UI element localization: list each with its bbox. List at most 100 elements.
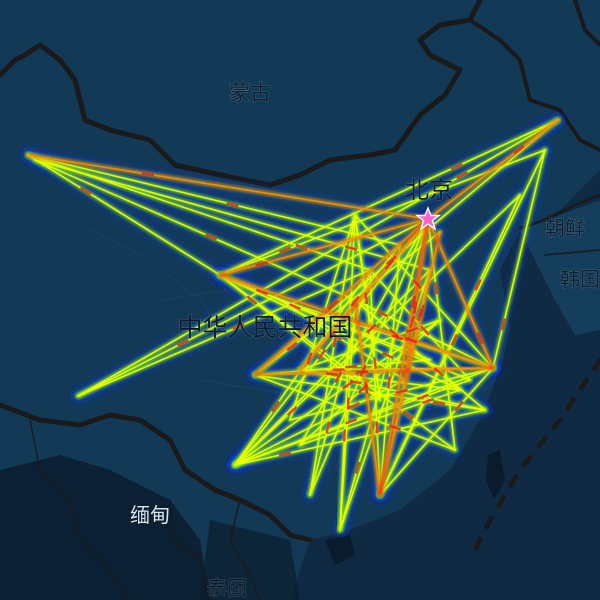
route-heavy — [426, 118, 560, 221]
route-heavy — [253, 366, 495, 377]
route-core — [427, 218, 456, 451]
label-korea: 韩国 — [560, 267, 600, 291]
route-hotspot — [141, 172, 155, 177]
route-hotspot — [306, 352, 313, 365]
route-hotspot — [420, 325, 430, 336]
route-heavy — [26, 153, 430, 221]
route-heavy — [403, 217, 430, 382]
route-core — [299, 218, 429, 446]
route-hotspot — [287, 406, 297, 416]
route-core — [339, 218, 429, 531]
route-core — [289, 367, 494, 421]
route-core — [219, 274, 431, 361]
route-hotspot — [402, 410, 414, 420]
route-hotspot — [232, 323, 245, 330]
route-core — [27, 154, 221, 276]
route-hotspot — [406, 327, 418, 333]
route-hotspot — [454, 401, 464, 412]
route-hotspot — [385, 259, 395, 270]
route-hotspot — [345, 365, 358, 369]
route-hotspot — [434, 367, 444, 377]
route-hotspot — [80, 187, 92, 195]
route-hotspot — [271, 401, 280, 412]
route-core — [234, 379, 406, 466]
route-core — [77, 119, 559, 397]
star-icon — [414, 206, 442, 231]
route-hotspot — [413, 301, 418, 314]
route-hotspot — [255, 261, 268, 267]
route-hotspot — [364, 292, 369, 305]
route-hotspot — [332, 334, 337, 348]
route-hotspot — [286, 342, 298, 351]
route-core — [289, 214, 356, 421]
route-hotspot — [278, 451, 292, 457]
route-hotspot — [434, 282, 438, 295]
route-core — [254, 374, 456, 451]
route-hotspot — [417, 308, 423, 322]
route-heavy — [378, 230, 442, 497]
route-hotspot — [476, 332, 484, 344]
route-core — [492, 149, 546, 369]
route-core — [379, 367, 494, 496]
route-hotspot — [501, 318, 506, 331]
route-core — [379, 194, 521, 496]
route-hotspot — [389, 424, 401, 431]
route-hotspot — [330, 332, 342, 340]
route-hotspot — [387, 376, 391, 389]
route-core — [309, 269, 371, 496]
route-hotspot — [256, 288, 268, 296]
flight-routes — [23, 115, 563, 535]
route-hotspot — [226, 202, 239, 207]
route-hotspot — [345, 418, 357, 425]
route-hotspot — [205, 233, 217, 241]
route-core — [34, 159, 356, 301]
route-hotspot — [432, 401, 446, 405]
route-hotspot — [456, 171, 468, 179]
route-core — [77, 269, 371, 397]
route-hotspot — [289, 303, 301, 310]
route-hotspot — [386, 255, 397, 265]
route-hotspot — [317, 349, 327, 360]
route-hotspot — [177, 339, 189, 347]
route-hotspot — [417, 394, 429, 400]
route-core — [219, 119, 559, 276]
hub-marker[interactable] — [414, 206, 442, 231]
route-core — [77, 218, 429, 397]
route-hotspot — [391, 334, 404, 341]
route-core — [234, 269, 431, 466]
route-hotspot — [279, 247, 291, 253]
route-core — [299, 369, 486, 411]
route-hotspot — [325, 421, 331, 434]
route-hotspot — [450, 334, 458, 346]
route-core — [309, 214, 356, 496]
route-hotspot — [355, 461, 361, 474]
route-hotspot — [295, 244, 308, 250]
route-hotspot — [450, 163, 463, 170]
route-hotspot — [422, 398, 434, 404]
route-heavy — [378, 217, 430, 497]
route-hotspot — [334, 371, 343, 383]
route-core — [254, 359, 431, 376]
label-mongolia: 蒙古 — [229, 81, 271, 105]
label-myanmar: 缅甸 — [130, 503, 170, 527]
label-dprk: 朝鲜 — [545, 216, 585, 240]
route-core — [279, 299, 406, 381]
route-hotspot — [405, 337, 418, 343]
route-hotspot — [376, 310, 389, 318]
route-hotspot — [327, 300, 338, 310]
route-hotspot — [366, 323, 377, 334]
route-hotspot — [349, 379, 362, 385]
route-hotspot — [342, 381, 354, 390]
route-hotspot — [474, 279, 482, 291]
label-beijing: 北京 — [405, 176, 453, 204]
map-labels: 蒙古 北京 中华人民共和国 朝鲜 韩国 缅甸 泰国 — [130, 81, 600, 600]
route-hotspot — [348, 402, 360, 409]
route-hotspot — [358, 384, 368, 394]
route-hotspot — [350, 296, 360, 307]
route-heavy — [253, 217, 430, 377]
route-core — [369, 269, 381, 496]
route-hotspot — [344, 245, 358, 251]
route-heavy — [218, 217, 430, 277]
route-hotspot — [412, 278, 422, 289]
